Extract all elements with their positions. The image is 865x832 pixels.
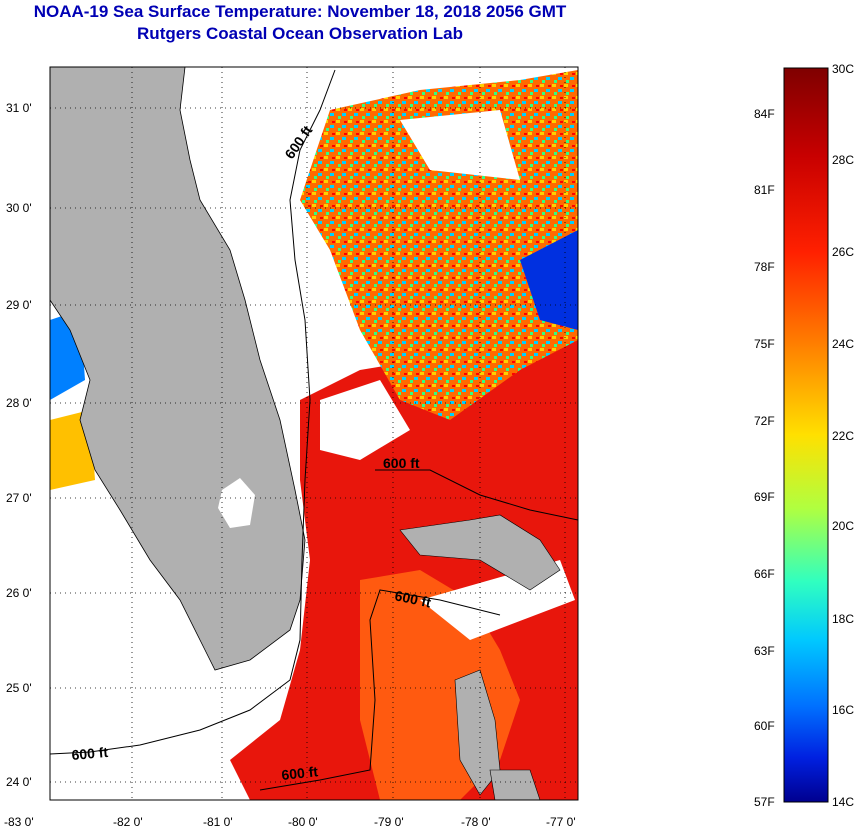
colorbar-scale (783, 67, 829, 803)
fahrenheit-label: 63F (754, 644, 775, 658)
lat-label: 29 0' (6, 298, 32, 312)
sst-cool-patch (520, 230, 578, 330)
lat-label: 28 0' (6, 396, 32, 410)
fahrenheit-label: 66F (754, 567, 775, 581)
map-subtitle: Rutgers Coastal Ocean Observation Lab (137, 24, 463, 43)
celsius-label: 18C (832, 612, 854, 626)
lake-okeechobee (218, 478, 255, 528)
colorbar-celsius: 30C 28C 26C 24C 22C 20C 18C 16C 14C (832, 62, 854, 809)
map-frame (49, 66, 579, 801)
celsius-label: 20C (832, 519, 854, 533)
isobath-600ft-south (259, 589, 501, 791)
lat-label: 25 0' (6, 681, 32, 695)
lon-label: -79 0' (374, 815, 404, 829)
celsius-label: 28C (832, 153, 854, 167)
lat-label: 26 0' (6, 586, 32, 600)
lon-label: -81 0' (203, 815, 233, 829)
lat-label: 27 0' (6, 491, 32, 505)
fahrenheit-label: 72F (754, 414, 775, 428)
lon-label: -77 0' (546, 815, 576, 829)
graticule (50, 67, 578, 800)
lon-label: -78 0' (461, 815, 491, 829)
celsius-label: 22C (832, 429, 854, 443)
lon-label: -83 0' (4, 815, 34, 829)
isobath-600ft (50, 69, 336, 755)
celsius-label: 14C (832, 795, 854, 809)
lat-label: 24 0' (6, 775, 32, 789)
fahrenheit-label: 78F (754, 260, 775, 274)
longitude-labels: -83 0' -82 0' -81 0' -80 0' -79 0' -78 0… (4, 815, 576, 829)
lat-label: 31 0' (6, 101, 32, 115)
celsius-label: 26C (832, 245, 854, 259)
contour-label: 600 ft (71, 744, 109, 763)
cloud-gap (400, 110, 520, 180)
lat-label: 30 0' (6, 201, 32, 215)
fahrenheit-label: 84F (754, 107, 775, 121)
map-panel: 600 ft 600 ft 600 ft 600 ft 600 ft (50, 67, 578, 800)
contour-label: 600 ft (393, 587, 432, 610)
map-title: NOAA-19 Sea Surface Temperature: Novembe… (33, 2, 567, 21)
colorbar-fahrenheit: 84F 81F 78F 75F 72F 69F 66F 63F 60F 57F (754, 107, 775, 809)
lon-label: -82 0' (113, 815, 143, 829)
fahrenheit-label: 60F (754, 719, 775, 733)
colorbar: 30C 28C 26C 24C 22C 20C 18C 16C 14C 84F … (754, 62, 854, 809)
fahrenheit-label: 75F (754, 337, 775, 351)
contour-label: 600 ft (383, 455, 420, 471)
celsius-label: 30C (832, 62, 854, 76)
celsius-label: 24C (832, 337, 854, 351)
fahrenheit-label: 57F (754, 795, 775, 809)
cloud-gap (320, 380, 410, 460)
fahrenheit-label: 81F (754, 183, 775, 197)
cuba-land (489, 769, 541, 800)
fahrenheit-label: 69F (754, 490, 775, 504)
latitude-labels: 31 0' 30 0' 29 0' 28 0' 27 0' 26 0' 25 0… (6, 101, 32, 789)
celsius-label: 16C (832, 703, 854, 717)
lon-label: -80 0' (288, 815, 318, 829)
isobath-600ft-bahamas (375, 469, 578, 521)
contour-label: 600 ft (281, 763, 319, 783)
